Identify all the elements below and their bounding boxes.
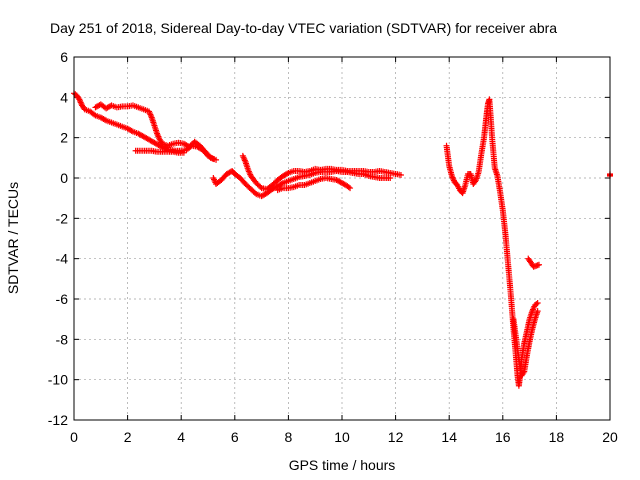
x-tick-label: 8 — [285, 429, 293, 445]
y-tick-label: 4 — [60, 89, 68, 105]
chart-title: Day 251 of 2018, Sidereal Day-to-day VTE… — [50, 20, 557, 36]
tick-layer: 0 2 4 6 8 10 12 14 16 18 20 -12 -10 -8 -6 -4 -2 0 2 4 6 — [48, 49, 618, 445]
data-point-marker — [534, 308, 541, 315]
data-point-marker — [101, 116, 108, 123]
data-point-marker — [520, 369, 527, 376]
y-tick-label: -10 — [48, 372, 68, 388]
x-tick-label: 6 — [231, 429, 239, 445]
data-point-marker — [91, 111, 98, 118]
y-tick-label: 0 — [60, 170, 68, 186]
x-tick-label: 12 — [388, 429, 404, 445]
x-tick-label: 16 — [495, 429, 511, 445]
x-tick-label: 4 — [177, 429, 185, 445]
y-tick-label: -6 — [56, 291, 69, 307]
data-point-marker — [180, 149, 187, 156]
data-point-marker — [387, 175, 394, 181]
x-tick-label: 2 — [124, 429, 132, 445]
data-series-arc-e — [239, 152, 404, 193]
y-axis-title: SDTVAR / TECUs — [5, 182, 21, 294]
data-point-marker — [397, 171, 404, 178]
y-tick-label: -4 — [56, 251, 69, 267]
data-series-arc-c — [132, 147, 187, 156]
data-point-marker — [257, 183, 264, 190]
y-tick-label: -12 — [48, 412, 68, 428]
x-tick-label: 20 — [602, 429, 618, 445]
data-series-arc-f — [274, 175, 354, 194]
data-point-marker — [534, 300, 541, 307]
data-point-marker — [535, 261, 542, 268]
x-tick-label: 18 — [549, 429, 565, 445]
x-tick-label: 0 — [70, 429, 78, 445]
data-point-marker — [128, 127, 135, 134]
data-series-arc-i — [525, 255, 542, 270]
data-layer — [71, 90, 613, 389]
data-series-arc-h — [510, 308, 541, 379]
y-tick-label: 2 — [60, 130, 68, 146]
data-point-marker — [284, 170, 291, 177]
y-tick-label: 6 — [60, 49, 68, 65]
data-point-marker — [251, 189, 258, 196]
grid-layer — [74, 57, 610, 420]
y-tick-label: -2 — [56, 210, 69, 226]
data-point-marker — [533, 301, 540, 308]
data-point-marker — [345, 184, 352, 191]
data-point-marker — [213, 156, 220, 163]
x-tick-label: 10 — [334, 429, 350, 445]
y-tick-label: -8 — [56, 331, 69, 347]
data-series-arc-b — [92, 101, 220, 163]
x-tick-label: 14 — [441, 429, 457, 445]
plot-frame — [73, 56, 611, 421]
x-axis-title: GPS time / hours — [289, 457, 396, 473]
data-point-marker — [347, 185, 354, 192]
